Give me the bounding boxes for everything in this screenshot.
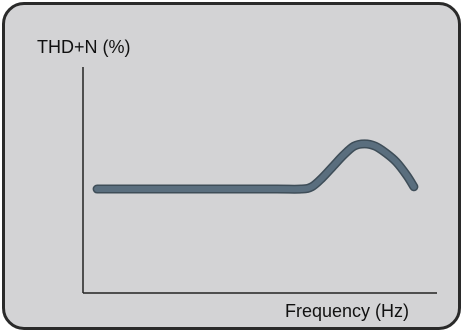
series-layer (92, 139, 419, 194)
thd-frequency-chart: THD+N (%) Frequency (Hz) (37, 37, 437, 321)
series-line-0 (94, 140, 417, 193)
series-line-shadow (92, 139, 419, 194)
x-axis-label: Frequency (Hz) (285, 301, 409, 321)
chart-panel: THD+N (%) Frequency (Hz) (2, 2, 461, 330)
y-axis-label: THD+N (%) (37, 37, 131, 57)
